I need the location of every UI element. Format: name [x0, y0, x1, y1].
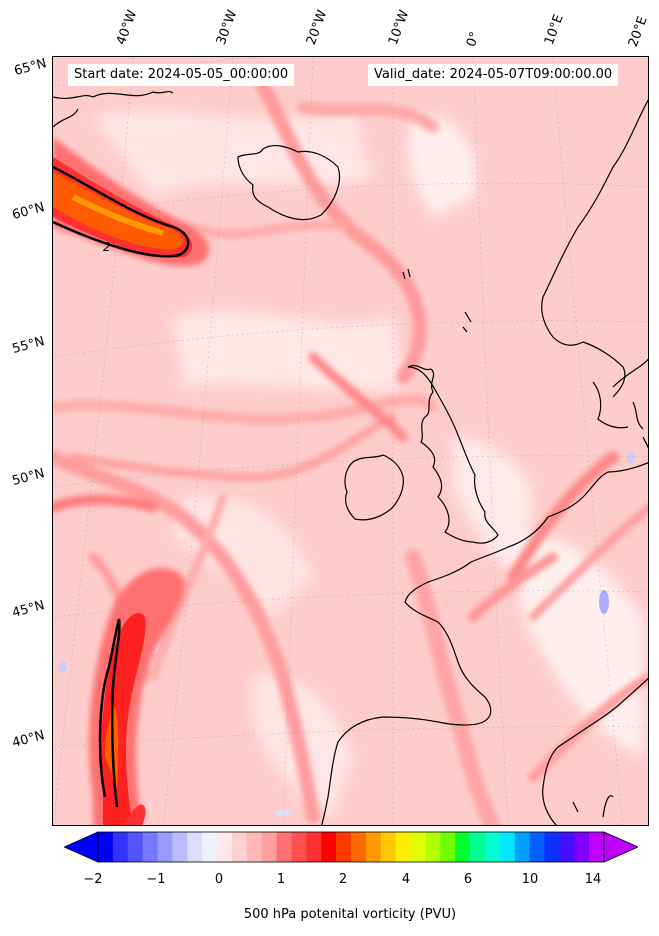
coast-great-britain [407, 365, 499, 544]
lon-label-0: 0° [463, 29, 484, 49]
colorbar-cell [395, 832, 412, 862]
coastlines [53, 90, 648, 825]
vorticity-field: 2 [53, 57, 648, 825]
colorbar-cell [127, 832, 144, 862]
colorbar-border [97, 831, 605, 863]
colorbar-cell [544, 832, 560, 862]
colorbar-cell [440, 832, 456, 862]
lon-label-40w: 40°W [113, 8, 141, 47]
colorbar-cell [574, 832, 590, 862]
start-date-label: Start date: 2024-05-05_00:00:00 [68, 64, 295, 86]
lat-label-60n: 60°N [10, 200, 47, 223]
coast-mediterranean [542, 677, 648, 825]
field-dark-bands [53, 80, 648, 825]
colorbar-cell [98, 832, 114, 862]
colorbar-tick-2: 2 [338, 872, 348, 887]
colorbar-cell [514, 832, 531, 862]
colorbar-cell [276, 832, 292, 862]
colorbar-cell [246, 832, 263, 862]
lon-label-20e: 20°E [625, 14, 651, 50]
colorbar-cell [217, 832, 233, 862]
colorbar-cell [499, 832, 516, 862]
colorbar-cell [306, 832, 322, 862]
colorbar-cell [187, 832, 203, 862]
lat-label-50n: 50°N [10, 466, 47, 489]
colorbar-cell [172, 832, 188, 862]
colorbar-cell [589, 832, 605, 862]
colorbar-cell [261, 832, 278, 862]
colorbar-cell [142, 832, 159, 862]
contour-label-2: 2 [103, 240, 111, 254]
colorbar-cell [529, 832, 545, 862]
lat-label-55n: 55°N [10, 334, 47, 357]
colorbar-tick-4: 4 [401, 872, 411, 887]
coast-norway [541, 99, 648, 346]
colorbar-tick-1: 1 [276, 872, 286, 887]
colorbar-cell [425, 832, 441, 862]
pv-streamer-northwest: 2 [53, 137, 209, 267]
colorbar-cell [380, 832, 397, 862]
colorbar-cell [202, 832, 218, 862]
colorbar-tick-6: 6 [463, 872, 473, 887]
lon-label-10w: 10°W [385, 8, 413, 47]
coast-continent [321, 462, 648, 825]
pv-streamer-southwest [89, 568, 185, 825]
colorbar-cell [365, 832, 382, 862]
lat-label-65n: 65°N [12, 56, 49, 79]
colorbar-cell [410, 832, 426, 862]
lat-label-45n: 45°N [10, 598, 47, 621]
coast-greenland [53, 90, 174, 100]
colorbar-tick-neg2: −2 [83, 872, 103, 887]
colorbar-cell [112, 832, 129, 862]
lon-label-10e: 10°E [541, 12, 567, 48]
colorbar-tick-10: 10 [521, 872, 539, 887]
colorbar-cell [455, 832, 471, 862]
colorbar-cell [559, 832, 575, 862]
colorbar-cell [157, 832, 173, 862]
colorbar-tick-neg1: −1 [146, 872, 166, 887]
colorbar-cell [336, 832, 352, 862]
colorbar-cell [470, 832, 486, 862]
colorbar-cell [321, 832, 337, 862]
colorbar-max-arrow [603, 831, 638, 863]
colorbar-cell [351, 832, 367, 862]
valid-date-label: Valid_date: 2024-05-07T09:00:00.00 [368, 64, 619, 86]
coast-ireland [344, 454, 404, 521]
colorbar-label: 500 hPa potenital vorticity (PVU) [243, 907, 457, 922]
colorbar-tick-14: 14 [584, 872, 602, 887]
colorbar [64, 831, 638, 863]
colorbar-tick-0: 0 [214, 872, 224, 887]
colorbar-cell [291, 832, 307, 862]
lon-label-20w: 20°W [303, 8, 331, 47]
lat-label-40n: 40°N [10, 728, 47, 751]
colorbar-cell [231, 832, 248, 862]
coast-iceland [237, 144, 341, 221]
colorbar-cells [98, 832, 605, 862]
lon-label-30w: 30°W [213, 8, 241, 47]
colorbar-cell [484, 832, 501, 862]
colorbar-min-arrow [64, 831, 99, 863]
map-panel: 2 [52, 56, 649, 826]
